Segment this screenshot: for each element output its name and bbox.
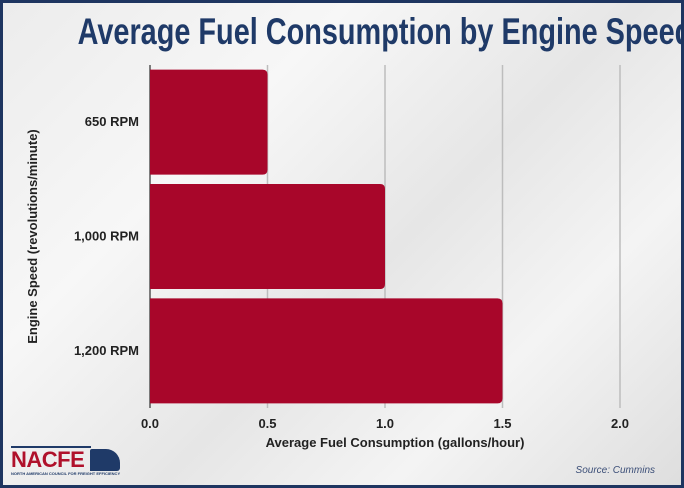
source-note: Source: Cummins [575, 465, 655, 476]
bar [150, 298, 503, 404]
x-tick-label: 1.0 [376, 416, 394, 431]
bar [150, 184, 385, 289]
y-tick-label: 1,200 RPM [74, 343, 139, 358]
x-tick-label: 0.5 [258, 416, 276, 431]
x-axis-label: Average Fuel Consumption (gallons/hour) [266, 435, 525, 450]
x-tick-label: 2.0 [611, 416, 629, 431]
bar-chart: 0.0 0.5 1.0 1.5 2.0 650 RPM 1,000 RPM 1,200 RPM… [25, 65, 629, 450]
chart-title: Average Fuel Consumption by Engine Speed [77, 11, 684, 52]
logo-subtitle: NORTH AMERICAN COUNCIL FOR FREIGHT EFFIC… [11, 471, 121, 476]
x-tick-label: 1.5 [493, 416, 511, 431]
x-tick-label: 0.0 [141, 416, 159, 431]
nacfe-logo: NACFE NORTH AMERICAN COUNCIL FOR FREIGHT… [11, 446, 120, 476]
logo-text: NACFE [11, 447, 85, 472]
bar [150, 69, 268, 175]
truck-icon [90, 449, 120, 471]
y-tick-label: 1,000 RPM [74, 229, 139, 244]
y-tick-label: 650 RPM [85, 114, 139, 129]
y-axis-label: Engine Speed (revolutions/minute) [25, 129, 40, 344]
